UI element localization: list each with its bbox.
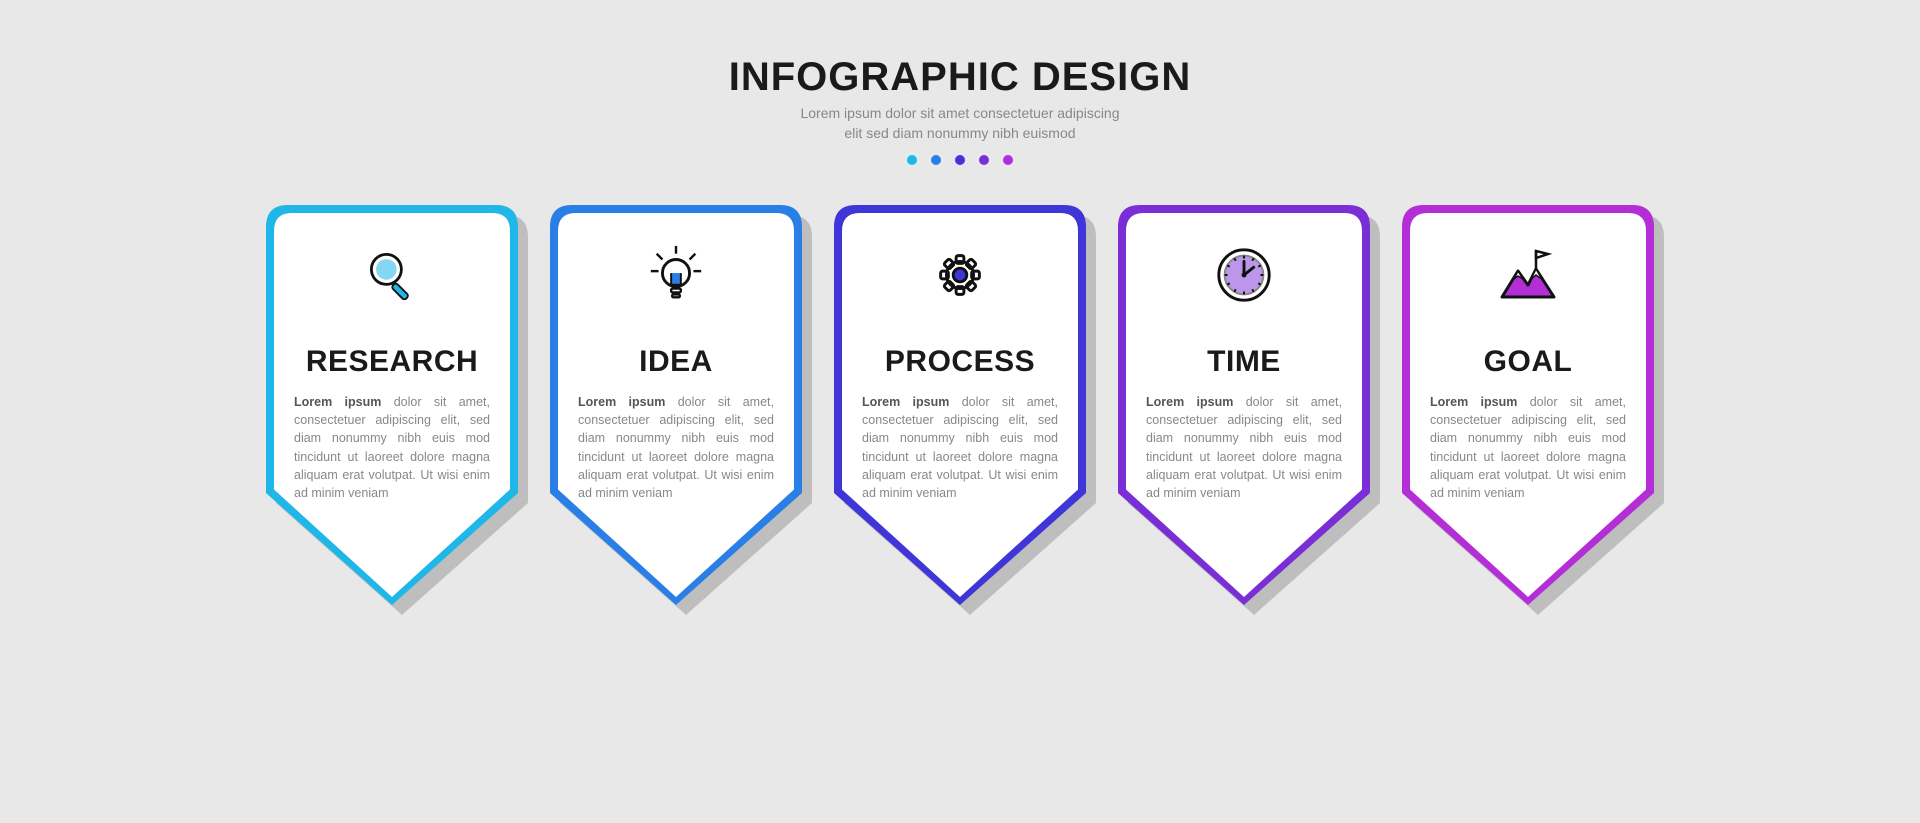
color-dot: [931, 155, 941, 165]
card-title: RESEARCH: [306, 345, 478, 379]
color-dot: [979, 155, 989, 165]
card-description: Lorem ipsum dolor sit amet, consectetuer…: [578, 393, 774, 502]
card-description: Lorem ipsum dolor sit amet, consectetuer…: [1146, 393, 1342, 502]
color-dot: [955, 155, 965, 165]
card-description: Lorem ipsum dolor sit amet, consectetuer…: [1430, 393, 1626, 502]
step-card: GOAL Lorem ipsum dolor sit amet, consect…: [1402, 205, 1654, 605]
gear-icon: [920, 235, 1000, 315]
color-dot: [907, 155, 917, 165]
step-card: TIME Lorem ipsum dolor sit amet, consect…: [1118, 205, 1370, 605]
card-title: GOAL: [1484, 345, 1573, 379]
card-description: Lorem ipsum dolor sit amet, consectetuer…: [862, 393, 1058, 502]
page-title: INFOGRAPHIC DESIGN: [729, 55, 1191, 100]
step-card: IDEA Lorem ipsum dolor sit amet, consect…: [550, 205, 802, 605]
card-title: IDEA: [639, 345, 713, 379]
subtitle-line-1: Lorem ipsum dolor sit amet consectetuer …: [800, 105, 1119, 121]
page-subtitle: Lorem ipsum dolor sit amet consectetuer …: [800, 104, 1119, 143]
step-card: RESEARCH Lorem ipsum dolor sit amet, con…: [266, 205, 518, 605]
step-card: PROCESS Lorem ipsum dolor sit amet, cons…: [834, 205, 1086, 605]
magnifier-icon: [352, 235, 432, 315]
color-dot: [1003, 155, 1013, 165]
subtitle-line-2: elit sed diam nonummy nibh euismod: [844, 125, 1075, 141]
card-title: TIME: [1207, 345, 1281, 379]
color-dots: [907, 155, 1013, 165]
card-description: Lorem ipsum dolor sit amet, consectetuer…: [294, 393, 490, 502]
card-title: PROCESS: [885, 345, 1035, 379]
cards-row: RESEARCH Lorem ipsum dolor sit amet, con…: [266, 205, 1654, 605]
lightbulb-icon: [636, 235, 716, 315]
clock-icon: [1204, 235, 1284, 315]
mountain-icon: [1488, 235, 1568, 315]
